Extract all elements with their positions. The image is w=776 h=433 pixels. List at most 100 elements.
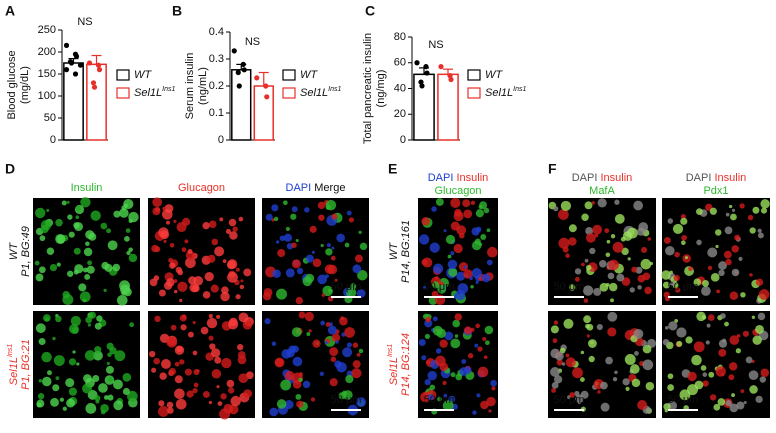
cell (735, 348, 741, 354)
cell (264, 318, 271, 325)
cell (614, 370, 618, 375)
cell (175, 398, 187, 410)
cell (346, 287, 357, 298)
legend-name: WT (134, 69, 152, 81)
cell (329, 347, 339, 357)
cell (680, 217, 688, 225)
cell (221, 357, 232, 369)
cell (318, 214, 325, 221)
cell (760, 368, 770, 378)
cell (237, 355, 247, 365)
cell (663, 236, 671, 244)
cell (610, 234, 616, 239)
cell (447, 254, 452, 259)
cell (728, 374, 735, 381)
cell (702, 380, 709, 387)
label-part: Merge (314, 182, 345, 194)
cell (216, 385, 220, 389)
cell (274, 358, 284, 367)
cell (38, 379, 43, 383)
cell (329, 378, 338, 387)
cell (574, 268, 582, 275)
cell (193, 382, 199, 388)
cell (330, 356, 337, 363)
cell (453, 211, 464, 222)
data-point (235, 69, 241, 76)
cell (450, 251, 455, 256)
cell (755, 325, 764, 334)
cell (436, 328, 447, 338)
cell (724, 321, 729, 327)
cell (35, 273, 44, 282)
y-tick-label: 0.4 (209, 26, 224, 38)
cell (161, 359, 171, 369)
cell (464, 366, 472, 374)
cell (443, 229, 447, 233)
cell (62, 406, 67, 411)
data-point (63, 42, 70, 49)
cell (168, 367, 177, 376)
cell (701, 286, 711, 296)
cell (95, 399, 100, 404)
cell (463, 326, 472, 335)
cell (73, 247, 81, 255)
label-line: P14, BG:161 (400, 220, 412, 283)
legend-swatch (282, 69, 296, 81)
scale-bar-label: 50 μm (668, 281, 699, 293)
cell (725, 258, 732, 266)
cell (114, 350, 126, 362)
cell (664, 409, 668, 413)
cell (759, 376, 767, 383)
cell (642, 344, 652, 354)
cell (614, 213, 625, 224)
cell (352, 342, 359, 348)
cell (208, 335, 214, 341)
cell (694, 380, 704, 390)
cell (160, 230, 170, 240)
cell (304, 311, 314, 322)
cell (325, 322, 331, 327)
cell (184, 239, 189, 244)
cell (718, 261, 727, 270)
cell (214, 246, 225, 257)
data-point (423, 64, 429, 70)
cell (731, 268, 740, 277)
legend-name: WT (485, 69, 503, 81)
cell (747, 214, 754, 221)
panel-label: A (5, 3, 15, 19)
cell (669, 281, 676, 287)
label-line: DAPI Insulin (572, 172, 633, 184)
cell (608, 282, 618, 292)
cell (359, 242, 368, 251)
cell (736, 401, 745, 410)
cell (702, 279, 709, 287)
cell (50, 397, 59, 407)
cell (334, 278, 338, 282)
scale-bar-label: 50 μm (331, 281, 362, 293)
cell (757, 232, 764, 239)
cell (437, 396, 442, 402)
cell (327, 325, 337, 335)
cell (179, 298, 183, 303)
cell (748, 370, 759, 381)
cell (431, 206, 437, 212)
cell (612, 241, 624, 253)
cell (730, 213, 737, 221)
cell (129, 322, 135, 328)
cell (214, 356, 222, 364)
cell (73, 222, 80, 229)
legend-swatch (282, 87, 296, 99)
bar (413, 73, 435, 141)
cell (476, 393, 481, 398)
cell (52, 336, 56, 341)
cell (38, 338, 46, 346)
cell (596, 323, 603, 331)
label-part: Insulin (600, 172, 632, 184)
cell (46, 247, 55, 255)
label-line: Pdx1 (703, 185, 728, 197)
cell (450, 338, 461, 349)
cell (276, 399, 287, 409)
cell (736, 333, 741, 338)
cell (331, 213, 338, 220)
cell (179, 359, 185, 365)
